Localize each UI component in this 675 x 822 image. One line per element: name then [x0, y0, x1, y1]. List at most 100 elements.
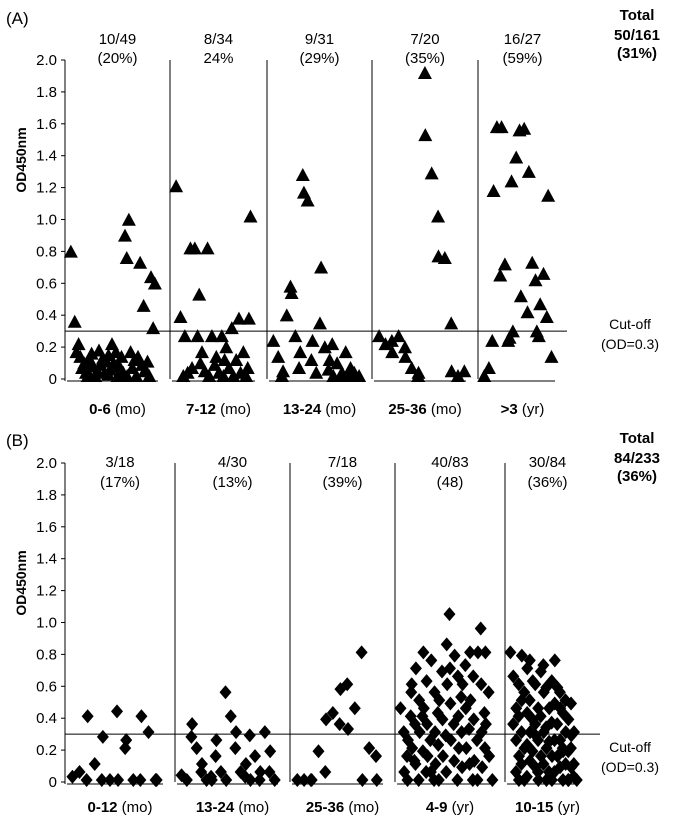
data-point-diamond: [444, 733, 457, 748]
data-point-diamond: [529, 677, 542, 692]
data-point-diamond: [507, 669, 520, 684]
data-point-diamond: [220, 773, 233, 787]
data-point-triangle: [63, 244, 78, 258]
data-point-diamond: [429, 725, 442, 740]
data-point-triangle: [200, 241, 215, 255]
group-label: 4-9 (yr): [426, 799, 474, 816]
data-point-triangle: [417, 65, 432, 79]
data-point-diamond: [370, 773, 383, 787]
group-percent: (48): [437, 474, 464, 491]
data-point-diamond: [142, 725, 155, 740]
group-label: 0-12 (mo): [87, 799, 152, 816]
data-point-triangle: [304, 353, 319, 367]
data-point-diamond: [96, 729, 109, 744]
data-point-triangle: [424, 166, 439, 180]
data-point-diamond: [456, 677, 469, 692]
data-point-triangle: [114, 349, 129, 363]
group-count: 10/49: [99, 31, 137, 48]
data-point-diamond: [195, 757, 208, 772]
data-point-triangle: [541, 188, 556, 202]
data-point-triangle: [494, 120, 509, 134]
group-percent: (17%): [100, 474, 140, 491]
data-point-diamond: [529, 717, 542, 732]
group-percent: (59%): [502, 50, 542, 67]
data-point-triangle: [266, 333, 281, 347]
group-count: 30/84: [529, 454, 567, 471]
data-point-triangle: [279, 308, 294, 322]
data-point-diamond: [448, 753, 461, 768]
group-label: 25-36 (mo): [388, 401, 461, 418]
data-point-triangle: [295, 168, 310, 182]
data-point-triangle: [274, 369, 289, 382]
group-percent: (20%): [97, 50, 137, 67]
data-point-diamond: [186, 717, 199, 732]
data-point-diamond: [436, 712, 449, 727]
data-point-diamond: [230, 725, 243, 740]
data-point-diamond: [229, 741, 242, 756]
group-percent: 24%: [203, 50, 233, 67]
y-tick-label: 1.8: [36, 487, 57, 504]
data-point-triangle: [192, 287, 207, 301]
group-count: 4/30: [218, 454, 247, 471]
data-point-triangle: [224, 321, 239, 335]
data-point-diamond: [464, 693, 477, 708]
data-point-triangle: [504, 174, 519, 188]
data-point-diamond: [537, 658, 550, 673]
data-point-diamond: [243, 728, 256, 743]
data-point-triangle: [288, 329, 303, 343]
data-point-triangle: [243, 209, 258, 223]
data-point-diamond: [268, 773, 281, 787]
data-point-triangle: [391, 329, 406, 343]
data-point-triangle: [398, 349, 413, 363]
data-point-triangle: [533, 297, 548, 311]
data-point-diamond: [195, 765, 208, 780]
data-point-diamond: [459, 658, 472, 673]
y-tick-label: 1.4: [36, 551, 57, 568]
y-tick-label: 1.6: [36, 116, 57, 133]
data-point-diamond: [467, 669, 480, 684]
data-point-triangle: [241, 311, 256, 325]
group-percent: (35%): [405, 50, 445, 67]
data-point-diamond: [103, 773, 116, 787]
panel-b-total-pct: (36%): [617, 468, 657, 485]
data-point-diamond: [510, 733, 523, 748]
data-point-triangle: [509, 150, 524, 164]
data-point-diamond: [429, 757, 442, 772]
data-point-diamond: [452, 741, 465, 756]
y-tick-label: 1.2: [36, 583, 57, 600]
data-point-diamond: [537, 757, 550, 772]
panel-b-cutoff-label: Cut-off: [609, 739, 651, 755]
data-point-diamond: [355, 645, 368, 660]
data-point-diamond: [483, 749, 496, 764]
data-point-diamond: [532, 733, 545, 748]
data-point-diamond: [180, 773, 193, 787]
y-tick-label: 0.8: [36, 646, 57, 663]
data-point-diamond: [482, 685, 495, 700]
group-percent: (13%): [212, 474, 252, 491]
data-point-diamond: [460, 741, 473, 756]
group-count: 7/20: [410, 31, 439, 48]
y-tick-label: 0.6: [36, 275, 57, 292]
data-point-diamond: [553, 685, 566, 700]
data-point-triangle: [398, 340, 413, 354]
data-point-triangle: [520, 305, 535, 319]
data-point-diamond: [417, 645, 430, 660]
data-point-diamond: [298, 773, 311, 787]
data-point-triangle: [486, 183, 501, 197]
data-point-triangle: [444, 316, 459, 330]
data-point-diamond: [409, 661, 422, 676]
data-point-triangle: [187, 241, 202, 255]
data-point-triangle: [330, 356, 345, 370]
data-point-diamond: [567, 769, 580, 784]
data-point-diamond: [474, 621, 487, 636]
data-point-triangle: [431, 209, 446, 223]
data-point-triangle: [312, 316, 327, 330]
group-count: 7/18: [328, 454, 357, 471]
y-tick-label: 0: [49, 371, 57, 388]
data-point-triangle: [117, 228, 132, 242]
data-point-diamond: [518, 685, 531, 700]
data-point-diamond: [425, 653, 438, 668]
data-point-triangle: [385, 345, 400, 359]
data-point-triangle: [173, 309, 188, 323]
panel-a-label: (A): [6, 9, 29, 28]
